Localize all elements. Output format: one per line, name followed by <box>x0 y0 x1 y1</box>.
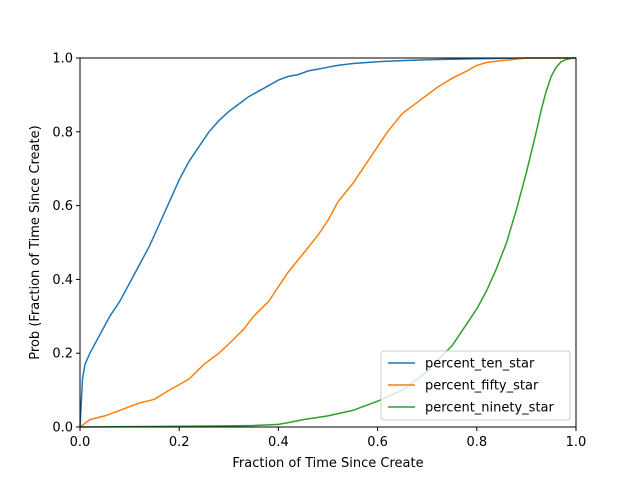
y-axis-label: Prob (Fraction of Time Since Create) <box>28 125 43 359</box>
y-tick-label: 0.6 <box>52 199 73 214</box>
x-tick-label: 0.8 <box>466 435 487 450</box>
series-line-percent_ninety_star <box>79 57 577 428</box>
y-tick-label: 1.0 <box>52 52 73 67</box>
plot-frame <box>79 57 577 428</box>
y-tick-label: 0.4 <box>52 273 73 288</box>
x-tick-label: 0.4 <box>268 435 289 450</box>
legend-label: percent_fifty_star <box>425 379 539 394</box>
y-tick-label: 0.0 <box>52 421 73 436</box>
plot-lines <box>79 57 577 428</box>
x-tick-label: 0.6 <box>367 435 388 450</box>
series-line-percent_fifty_star <box>79 57 576 428</box>
x-tick-label: 0.2 <box>169 435 190 450</box>
series-line-percent_ten_star <box>79 57 576 428</box>
y-tick-label: 0.2 <box>52 347 73 362</box>
legend: percent_ten_star percent_fifty_starpercen… <box>380 350 571 421</box>
y-axis: 0.0 0.2 0.4 0.6 0.8 1.0 <box>52 52 80 436</box>
x-axis: 0.0 0.2 0.4 0.6 0.8 1.0 <box>70 427 587 450</box>
legend-label: percent_ninety_star <box>425 401 555 416</box>
y-tick-label: 0.8 <box>52 125 73 140</box>
legend-label: percent_ten_star <box>425 357 535 372</box>
legend-box <box>380 350 571 421</box>
x-tick-label: 1.0 <box>566 435 587 450</box>
x-axis-label: Fraction of Time Since Create <box>232 456 423 471</box>
x-tick-label: 0.0 <box>70 435 91 450</box>
